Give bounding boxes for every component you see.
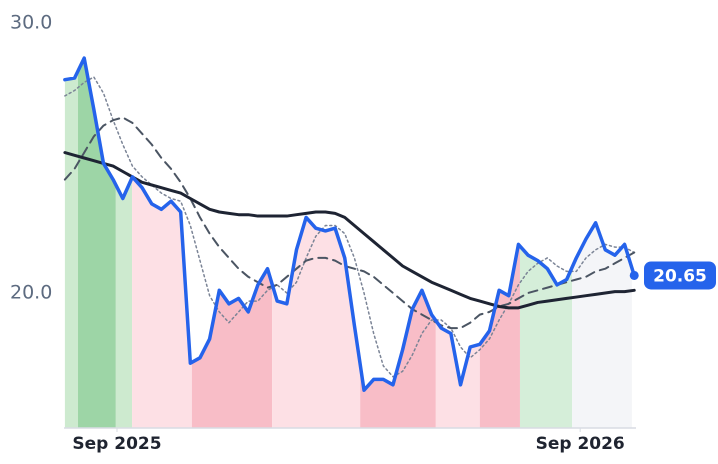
region — [519, 58, 573, 428]
y-tick-label: 20.0 — [10, 282, 52, 304]
last-value-tag — [644, 261, 716, 290]
regions — [64, 58, 632, 428]
region — [78, 58, 116, 428]
y-tick-label: 30.0 — [10, 12, 52, 34]
region — [115, 58, 133, 428]
region — [272, 58, 361, 428]
last-value-label: 20.65 — [653, 266, 707, 286]
region — [572, 58, 632, 428]
series-line — [63, 56, 636, 392]
series-line — [63, 151, 636, 310]
region — [479, 58, 520, 428]
x-tick-label: Sep 2025 — [72, 434, 161, 454]
series-line — [64, 76, 635, 378]
x-tick-label: Sep 2026 — [536, 434, 625, 454]
series-line — [63, 116, 636, 330]
region — [64, 58, 79, 428]
last-point — [629, 270, 639, 280]
